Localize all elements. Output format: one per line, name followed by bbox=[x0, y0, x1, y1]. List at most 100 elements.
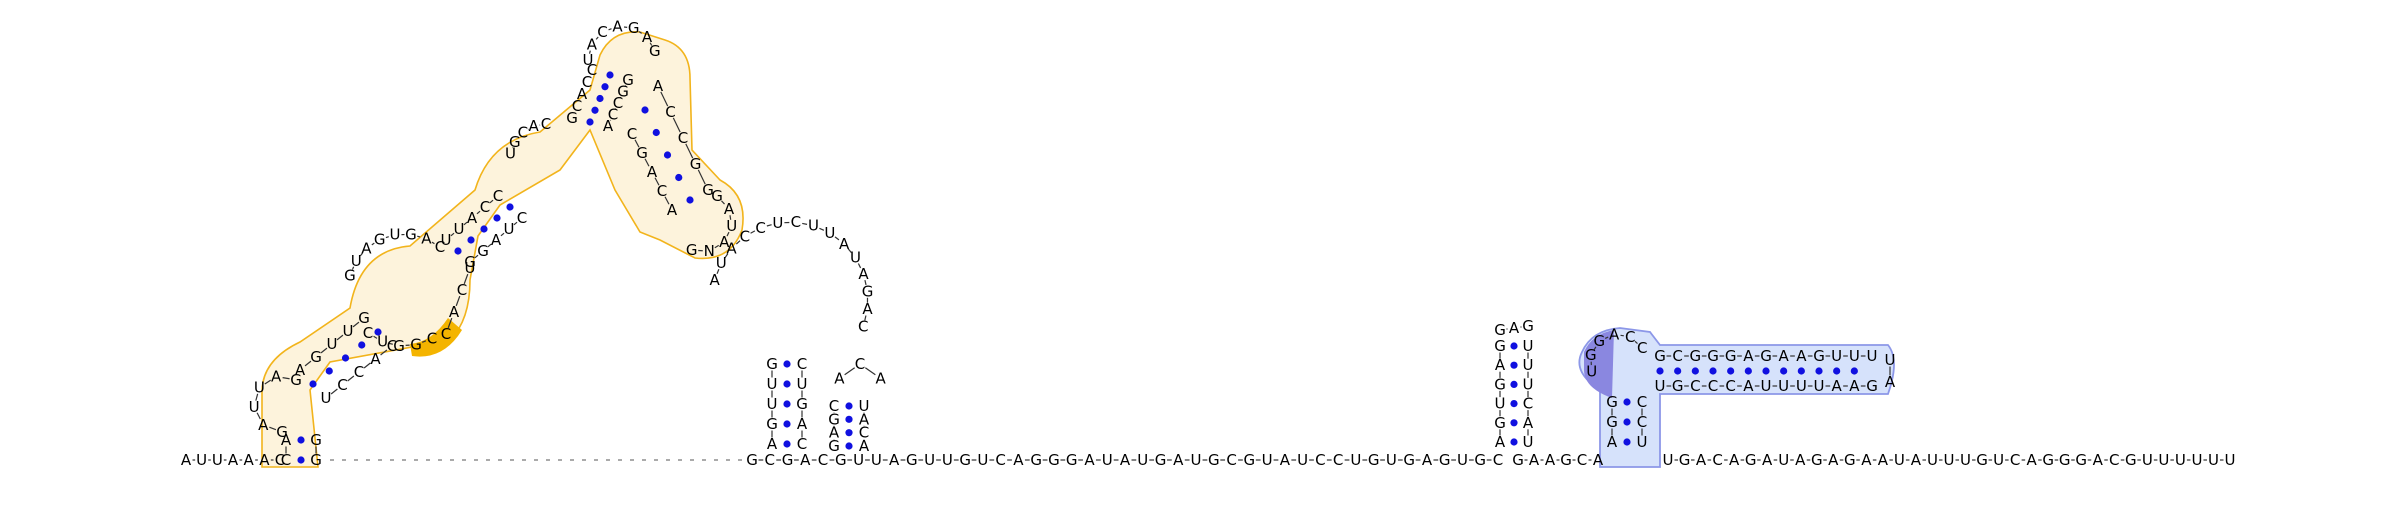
hairpin-d-base-left: G bbox=[1606, 413, 1618, 431]
backbone-link bbox=[750, 230, 756, 234]
domain-b-loop: U bbox=[716, 254, 727, 272]
backbone-link bbox=[1620, 334, 1624, 337]
backbone-link bbox=[513, 221, 518, 226]
middle-nucleotide: U bbox=[853, 451, 864, 469]
middle-nucleotide: C bbox=[765, 451, 775, 469]
base-pair-dot bbox=[641, 106, 649, 114]
backbone-link bbox=[487, 243, 492, 248]
base-pair-dot bbox=[686, 196, 694, 204]
base-pair-dot bbox=[297, 456, 305, 464]
domain-a-internal-loop: G bbox=[374, 231, 386, 249]
three-prime-nucleotide: G bbox=[2042, 451, 2054, 469]
backbone-link bbox=[634, 139, 640, 148]
base-pair-dot bbox=[341, 354, 350, 362]
domain-b-stem2-left: C bbox=[829, 397, 839, 415]
domain-a-side-right: C bbox=[627, 125, 637, 143]
backbone-link bbox=[697, 169, 706, 185]
backbone-link bbox=[421, 340, 427, 343]
backbone-link bbox=[336, 334, 344, 341]
backbone-link bbox=[766, 224, 772, 227]
hairpin-d-bottom-row: A bbox=[1849, 377, 1860, 395]
middle-nucleotide: A bbox=[1120, 451, 1131, 469]
hairpin-c-left: G bbox=[1494, 375, 1506, 393]
orange-domain-highlight bbox=[261, 31, 744, 468]
backbone-link bbox=[352, 321, 360, 328]
backbone-link bbox=[720, 200, 725, 205]
base-pair-dot bbox=[601, 83, 609, 91]
domain-a-helix2-left: G bbox=[310, 348, 322, 366]
domain-a-helix4-left: C bbox=[587, 61, 597, 79]
hairpin-d-bottom-row: C bbox=[1690, 377, 1700, 395]
middle-nucleotide: U bbox=[924, 451, 935, 469]
domain-a-helix4-left: A bbox=[577, 85, 588, 103]
base-pair-dot bbox=[454, 247, 462, 255]
hairpin-d-tip: U bbox=[1885, 351, 1896, 369]
base-pair-dot bbox=[1815, 367, 1823, 375]
domain-a-side-right: G bbox=[636, 144, 648, 162]
backbone-link bbox=[847, 248, 852, 254]
domain-b-stem1-left: G bbox=[766, 355, 778, 373]
three-prime-nucleotide: G bbox=[1844, 451, 1856, 469]
base-pair-dot bbox=[358, 341, 366, 349]
hairpin-d-bottom-row: U bbox=[1814, 377, 1825, 395]
backbone-link bbox=[716, 268, 720, 274]
backbone-link bbox=[857, 263, 862, 269]
three-prime-nucleotide: A bbox=[1861, 451, 1872, 469]
hairpin-d-top-row: U bbox=[1867, 347, 1878, 365]
domain-a-helix1-left: A bbox=[281, 431, 292, 449]
middle-nucleotide: U bbox=[1102, 451, 1113, 469]
hairpin-d-top-row: A bbox=[1743, 347, 1754, 365]
three-prime-nucleotide: G bbox=[1745, 451, 1757, 469]
three-prime-nucleotide: A bbox=[2093, 451, 2104, 469]
base-pair-dot bbox=[1623, 418, 1631, 426]
base-pair-dot bbox=[591, 106, 599, 114]
backbone-link bbox=[304, 360, 312, 367]
domain-b-loop: A bbox=[862, 300, 873, 318]
linker-nucleotide: A bbox=[1529, 451, 1540, 469]
domain-b-stem2-left: G bbox=[828, 437, 840, 455]
domain-a-helix4-left: C bbox=[572, 97, 582, 115]
domain-a-helix4-right: A bbox=[603, 117, 614, 135]
domain-a-side-right: C bbox=[657, 182, 667, 200]
domain-a-helix3-right: C bbox=[517, 209, 527, 227]
domain-b-loop: U bbox=[824, 224, 835, 242]
domain-a-side-left: C bbox=[678, 129, 688, 147]
hairpin-c-loop: G bbox=[1494, 321, 1506, 339]
base-pair-dot bbox=[1744, 367, 1752, 375]
five-prime-nucleotide: C bbox=[275, 451, 285, 469]
backbone-layer bbox=[192, 26, 2224, 461]
middle-nucleotide: C bbox=[1226, 451, 1236, 469]
backbone-link bbox=[450, 232, 455, 237]
three-prime-nucleotide: C bbox=[2010, 451, 2020, 469]
backbone-link bbox=[685, 143, 694, 159]
middle-nucleotide: U bbox=[1350, 451, 1361, 469]
domain-a-upper-loop: A bbox=[529, 117, 540, 135]
domain-a-apical-loop: A bbox=[612, 17, 623, 35]
domain-a-connector: A bbox=[449, 303, 460, 321]
middle-nucleotide: G bbox=[1403, 451, 1415, 469]
five-prime-nucleotide: A bbox=[259, 451, 270, 469]
domain-b-loop: A bbox=[858, 265, 869, 283]
highlight-layer bbox=[261, 31, 1895, 468]
backbone-link bbox=[269, 426, 277, 431]
linker-nucleotide: A bbox=[1545, 451, 1556, 469]
hairpin-d-base-right: C bbox=[1637, 413, 1647, 431]
domain-a-loop1: A bbox=[258, 416, 269, 434]
domain-b-small-loop: C bbox=[855, 355, 865, 373]
domain-b-stem1-right: C bbox=[797, 355, 807, 373]
hairpin-d-base-right: C bbox=[1637, 393, 1647, 411]
backbone-link bbox=[371, 242, 375, 246]
five-prime-nucleotide: U bbox=[212, 451, 223, 469]
backbone-link bbox=[359, 253, 363, 257]
three-prime-nucleotide: G bbox=[2075, 451, 2087, 469]
domain-a-internal-loop: G bbox=[410, 336, 422, 354]
domain-b-loop: C bbox=[858, 318, 868, 336]
three-prime-nucleotide: A bbox=[1828, 451, 1839, 469]
middle-nucleotide: C bbox=[1493, 451, 1503, 469]
backbone-link bbox=[380, 349, 388, 356]
domain-a-connector: C bbox=[457, 281, 467, 299]
backbone-link bbox=[373, 335, 378, 339]
domain-a-apical-loop: C bbox=[597, 23, 607, 41]
domain-a-helix2-left: U bbox=[327, 335, 338, 353]
hairpin-d-top-row: A bbox=[1779, 347, 1790, 365]
